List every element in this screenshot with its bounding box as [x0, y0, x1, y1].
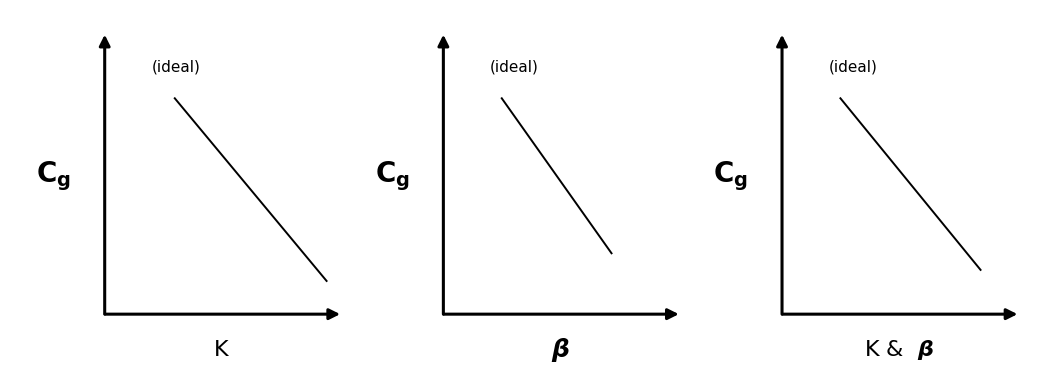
- Text: (ideal): (ideal): [490, 59, 539, 74]
- Text: $\boldsymbol{\beta}$: $\boldsymbol{\beta}$: [551, 336, 570, 364]
- Text: K &  $\boldsymbol{\beta}$: K & $\boldsymbol{\beta}$: [864, 338, 934, 362]
- Text: $\mathbf{C_g}$: $\mathbf{C_g}$: [36, 159, 71, 193]
- Text: $\mathbf{C_g}$: $\mathbf{C_g}$: [713, 159, 749, 193]
- Text: $\mathbf{C_g}$: $\mathbf{C_g}$: [375, 159, 409, 193]
- Text: (ideal): (ideal): [152, 59, 200, 74]
- Text: (ideal): (ideal): [829, 59, 877, 74]
- Text: K: K: [215, 340, 229, 360]
